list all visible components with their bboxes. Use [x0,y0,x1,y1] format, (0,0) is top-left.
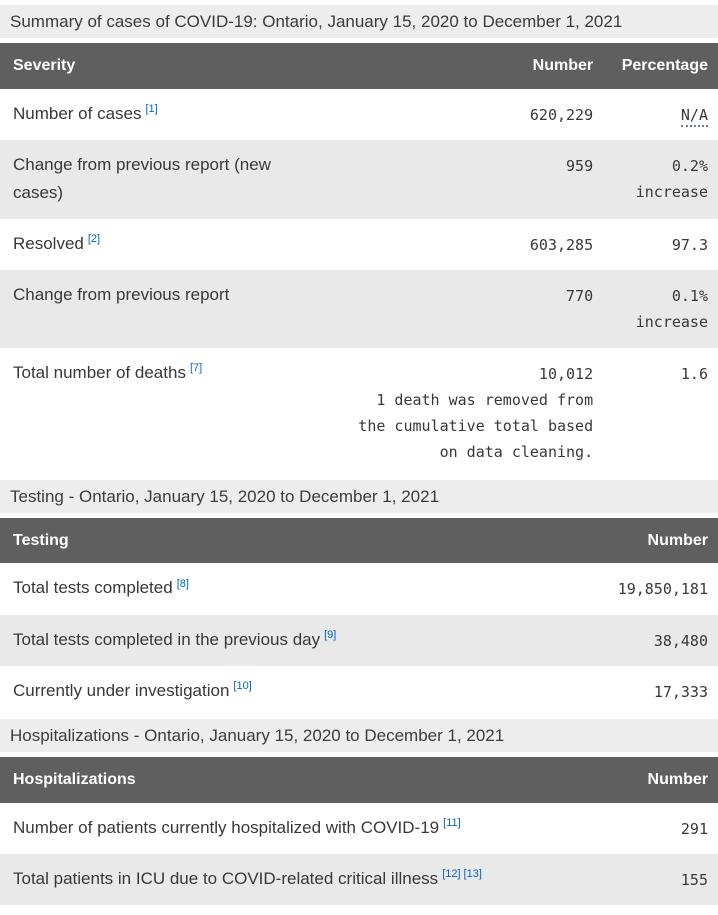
table-row: Currently under investigation [10] 17,333 [0,666,718,717]
hospitalizations-header-row: Hospitalizations Number [0,757,718,803]
testing-cell: Currently under investigation [10] [0,666,603,717]
footnote-link[interactable]: [12] [442,868,461,881]
percentage-cell: 97.3 [671,235,708,254]
row-label: Number of patients currently hospitalize… [13,817,440,837]
summary-col-severity: Severity [0,43,309,89]
footnote-link[interactable]: [1] [145,102,158,115]
number-cell: 770 [566,287,594,306]
number-cell: 291 [680,819,708,838]
footnote-ref[interactable]: [7] [190,362,202,374]
footnote-ref[interactable]: [9] [324,629,336,641]
row-label: Resolved [13,233,84,253]
number-cell: 38,480 [653,631,708,650]
footnote-link[interactable]: [2] [87,233,101,246]
footnote-link[interactable]: [13] [463,868,482,881]
percentage-cell: N/A [603,89,718,140]
footnote-link[interactable]: [7] [189,362,203,375]
hospitalizations-cell: Number of patients currently hospitalize… [0,803,603,854]
row-label: Total number of deaths [13,362,186,382]
hospitalizations-table: Hospitalizations Number Number of patien… [0,757,718,915]
severity-cell: Change from previous report [0,270,309,348]
footnote-link[interactable]: [9] [324,628,337,641]
table-row: Number of cases [1] 620,229 N/A [0,89,718,140]
row-label: Currently under investigation [13,680,230,700]
footnote-ref[interactable]: [13] [464,868,482,880]
percentage-cell: 0.2% increase [635,156,708,202]
table-row: Change from previous report 770 0.1% inc… [0,270,718,348]
footnote-link[interactable]: [8] [176,577,189,590]
summary-col-percentage: Percentage [603,43,718,89]
death-adjustment-note: 1 death was removed from the cumulative … [358,390,594,462]
hospitalizations-cell: Total patients in ICU due to COVID-relat… [0,854,603,905]
footnote-ref[interactable]: [12] [442,868,460,880]
number-cell: 17,333 [653,682,708,701]
testing-section: Testing - Ontario, January 15, 2020 to D… [0,479,718,717]
summary-col-number: Number [308,43,604,89]
hospitalizations-col-number: Number [603,757,718,803]
summary-caption: Summary of cases of COVID-19: Ontario, J… [0,5,718,39]
number-cell: 85 [603,905,718,915]
row-label: Total tests completed in the previous da… [13,629,321,649]
summary-table: Severity Number Percentage Number of cas… [0,43,718,477]
deaths-number: 10,012 [538,364,594,383]
testing-caption: Testing - Ontario, January 15, 2020 to D… [0,479,718,514]
percentage-cell: 1.6 [680,364,708,383]
hospitalizations-caption: Hospitalizations - Ontario, January 15, … [0,719,718,753]
testing-cell: Total tests completed [8] [0,563,603,614]
table-row: Total number of deaths [7] 10,012 1 death … [0,348,718,478]
summary-header-row: Severity Number Percentage [0,43,718,89]
testing-table: Testing Number Total tests completed [8] … [0,518,718,717]
na-abbreviation: N/A [680,105,708,127]
testing-col-testing: Testing [0,518,604,564]
row-label: Number of cases [13,103,142,123]
row-label: Total patients in ICU due to COVID-relat… [13,868,439,888]
footnote-ref[interactable]: [11] [443,817,461,829]
number-cell: 603,285 [529,235,594,254]
row-label: Total tests completed [13,578,173,598]
footnote-link[interactable]: [11] [443,816,461,829]
number-cell: 19,850,181 [617,580,708,599]
footnote-ref[interactable]: [10] [233,680,251,692]
testing-header-row: Testing Number [0,518,718,564]
row-label: Change from previous report (new cases) [13,154,271,202]
number-cell: 10,012 1 death was removed from the cumul… [309,348,603,478]
testing-col-number: Number [603,518,718,564]
table-row: Resolved [2] 603,285 97.3 [0,219,718,270]
number-cell: 620,229 [529,105,594,124]
footnote-ref[interactable]: [8] [177,578,189,590]
hospitalizations-col-hospitalizations: Hospitalizations [0,757,604,803]
hospitalizations-cell: Total patients in ICU on a ventilator du… [0,905,603,915]
severity-cell: Change from previous report (new cases) [0,140,309,219]
table-row: Total patients in ICU on a ventilator du… [0,905,718,915]
footnote-ref[interactable]: [1] [146,103,158,115]
row-label: Change from previous report [13,285,230,305]
severity-cell: Resolved [2] [0,219,309,270]
table-row: Change from previous report (new cases) … [0,139,718,219]
severity-cell: Total number of deaths [7] [0,348,309,478]
footnote-ref[interactable]: [2] [88,233,100,245]
testing-cell: Total tests completed in the previous da… [0,615,603,666]
hospitalizations-section: Hospitalizations - Ontario, January 15, … [0,719,718,915]
footnote-link[interactable]: [10] [233,680,252,693]
percentage-cell: 0.1% increase [635,287,708,332]
number-cell: 155 [680,870,708,889]
summary-section: Summary of cases of COVID-19: Ontario, J… [0,5,718,478]
table-row: Number of patients currently hospitalize… [0,803,718,854]
number-cell: 959 [566,156,594,175]
table-row: Total patients in ICU due to COVID-relat… [0,853,718,906]
severity-cell: Number of cases [1] [0,89,309,140]
table-row: Total tests completed in the previous da… [0,614,718,666]
table-row: Total tests completed [8] 19,850,181 [0,563,718,614]
